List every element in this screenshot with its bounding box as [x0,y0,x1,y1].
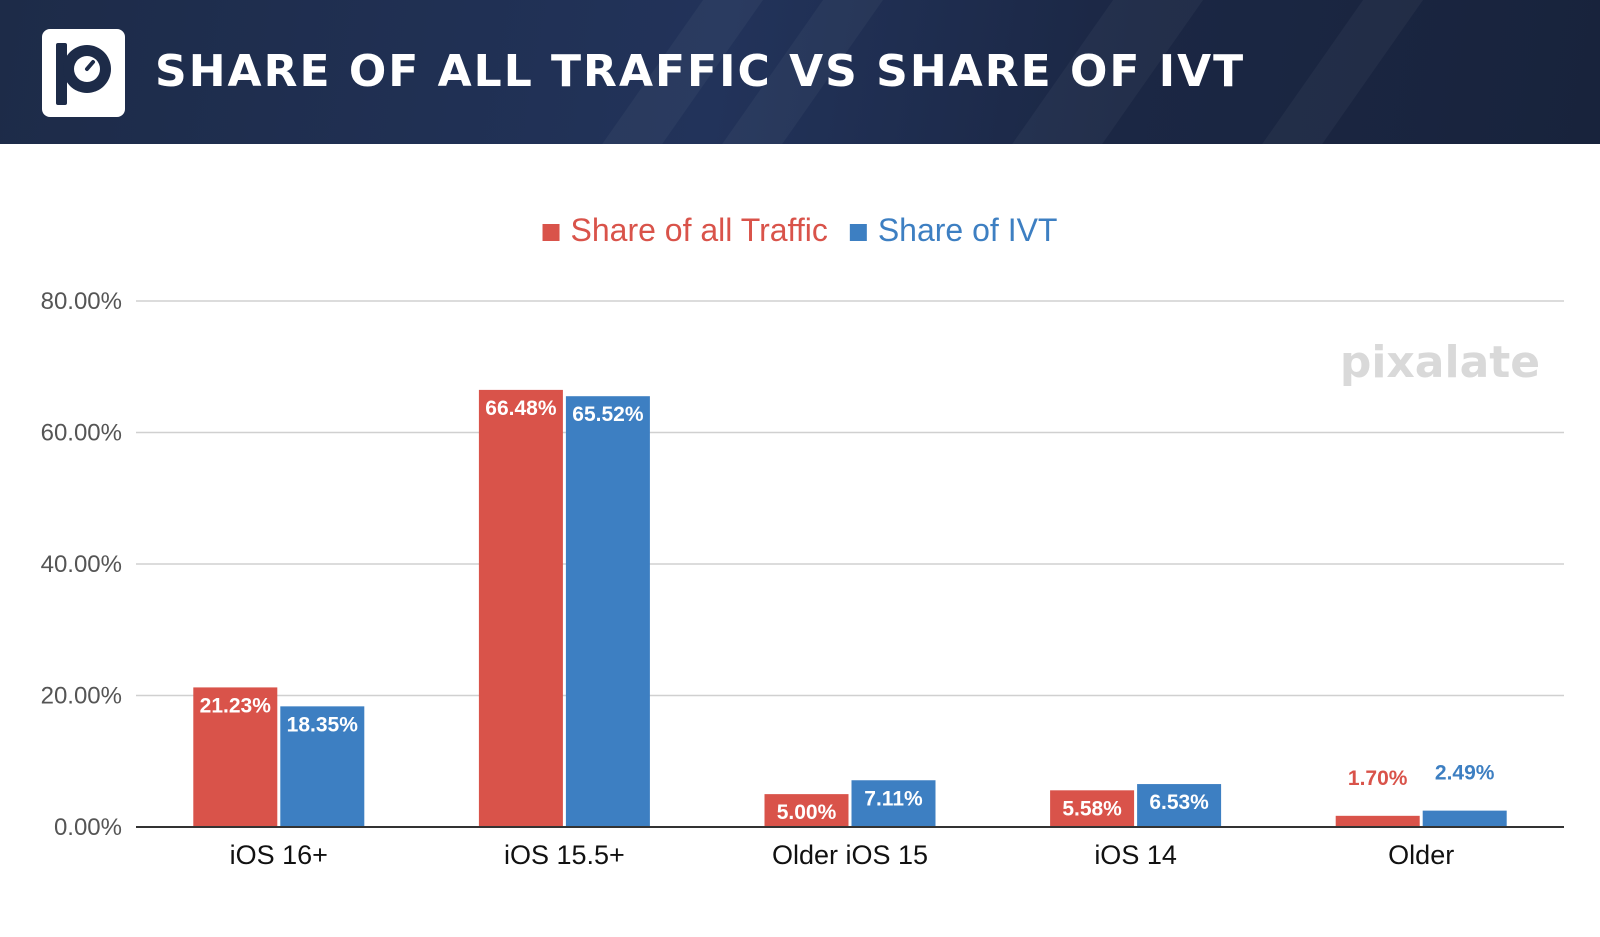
bar-value-label: 21.23% [200,694,272,717]
grid-lines [136,300,1564,697]
bar-value-label: 7.11% [864,787,923,810]
x-category-label: iOS 15.5+ [504,840,625,870]
bar-value-label: 65.52% [572,403,644,426]
bar-value-label: 18.35% [287,713,359,736]
bar-labels: 21.23% 18.35% 66.48% 65.52% 5.00% 7.11% 5.58% 6… [200,397,1495,824]
x-category-label: iOS 14 [1094,840,1177,870]
y-axis: 0.00% 20.00% 40.00% 60.00% 80.00% [41,288,122,841]
legend-item: Share of all Traffic [542,212,828,248]
pixalate-logo-icon [42,29,125,117]
y-tick-label: 0.00% [54,814,122,841]
header-banner: SHARE OF ALL TRAFFIC VS SHARE OF IVT [0,0,1600,144]
legend: Share of all Traffic Share of IVT [542,212,1058,248]
legend-label: Share of all Traffic [571,212,828,248]
watermark-text: pixalate [1340,337,1540,388]
bars [193,389,1507,827]
bar-value-label: 5.00% [777,801,837,824]
bar-ivt [1422,810,1507,827]
bar-value-label: 5.58% [1062,797,1122,820]
bar-traffic [764,794,849,827]
bar-traffic [1335,815,1420,827]
x-category-label: iOS 16+ [230,840,328,870]
x-axis: iOS 16+ iOS 15.5+ Older iOS 15 iOS 14 Older [136,826,1564,870]
bar-traffic [1050,790,1135,827]
pixalate-watermark: pixalate [1340,337,1540,388]
bar-ivt [851,780,936,827]
y-tick-label: 60.00% [41,420,122,447]
bar-ivt [280,706,365,827]
bar-value-label: 2.49% [1435,762,1495,785]
bar-ivt [565,396,650,827]
legend-swatch [849,224,867,241]
bar-ivt [1137,784,1222,827]
x-category-label: Older [1388,840,1454,870]
legend-item: Share of IVT [849,212,1058,248]
page-title: SHARE OF ALL TRAFFIC VS SHARE OF IVT [155,46,1246,97]
bar-value-label: 1.70% [1348,767,1408,790]
y-tick-label: 80.00% [41,288,122,315]
bar-traffic [478,389,563,827]
x-category-label: Older iOS 15 [772,840,928,870]
y-tick-label: 40.00% [41,551,122,578]
bar-value-label: 66.48% [485,397,557,420]
bar-traffic [193,687,278,827]
y-tick-label: 20.00% [41,683,122,710]
bar-value-label: 6.53% [1149,791,1209,814]
bar-chart: pixalate 0.00% 20.00% 40.00% 60.00% 80.00% 2… [41,212,1564,870]
legend-label: Share of IVT [878,212,1058,248]
legend-swatch [542,224,560,241]
